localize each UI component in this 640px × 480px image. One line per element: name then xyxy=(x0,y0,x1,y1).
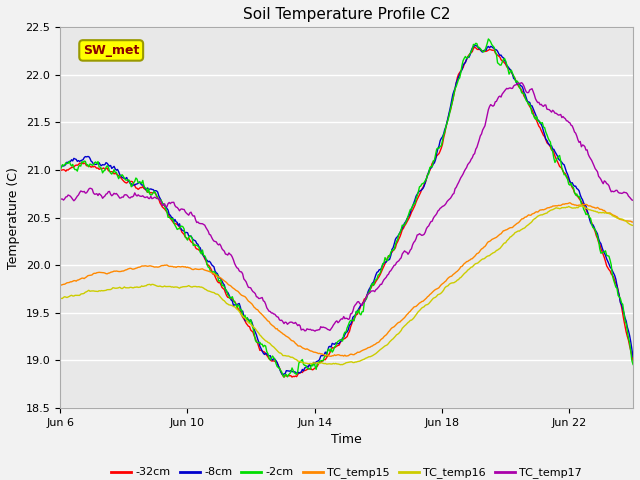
TC_temp16 xyxy=(332,360,339,366)
TC_temp15 xyxy=(566,200,573,205)
TC_temp16 xyxy=(367,353,375,359)
-32cm xyxy=(56,168,64,174)
-8cm xyxy=(279,372,287,378)
TC_temp16 xyxy=(629,223,637,228)
TC_temp16 xyxy=(527,220,534,226)
TC_temp16 xyxy=(328,361,336,367)
-2cm xyxy=(56,167,64,172)
Line: -2cm: -2cm xyxy=(60,39,633,377)
Y-axis label: Temperature (C): Temperature (C) xyxy=(7,167,20,269)
-2cm xyxy=(618,300,625,306)
-32cm xyxy=(333,343,340,349)
-32cm xyxy=(471,44,479,50)
-32cm xyxy=(330,345,337,351)
TC_temp16 xyxy=(618,216,625,222)
TC_temp16 xyxy=(337,362,344,368)
-8cm xyxy=(333,340,340,346)
-8cm xyxy=(330,341,337,347)
TC_temp16 xyxy=(577,203,585,209)
TC_temp17 xyxy=(311,328,319,334)
-8cm xyxy=(618,301,625,307)
Line: TC_temp15: TC_temp15 xyxy=(60,203,633,356)
-8cm xyxy=(528,103,536,109)
-2cm xyxy=(629,361,637,367)
TC_temp15 xyxy=(327,353,335,359)
TC_temp15 xyxy=(330,353,337,359)
TC_temp15 xyxy=(527,212,534,218)
TC_temp15 xyxy=(629,219,637,225)
-32cm xyxy=(367,285,375,290)
X-axis label: Time: Time xyxy=(332,433,362,446)
TC_temp17 xyxy=(518,80,525,85)
Line: -32cm: -32cm xyxy=(60,47,633,377)
TC_temp15 xyxy=(367,343,375,349)
TC_temp17 xyxy=(367,288,375,294)
-32cm xyxy=(629,358,637,364)
TC_temp16 xyxy=(56,296,64,301)
Legend: -32cm, -8cm, -2cm, TC_temp15, TC_temp16, TC_temp17: -32cm, -8cm, -2cm, TC_temp15, TC_temp16,… xyxy=(107,463,586,480)
TC_temp17 xyxy=(618,191,625,196)
-2cm xyxy=(330,348,337,353)
TC_temp15 xyxy=(618,217,625,223)
TC_temp17 xyxy=(629,197,637,203)
TC_temp15 xyxy=(399,317,406,323)
-8cm xyxy=(472,43,479,48)
-8cm xyxy=(399,225,406,231)
TC_temp16 xyxy=(399,325,406,331)
-2cm xyxy=(333,340,340,346)
TC_temp17 xyxy=(528,86,536,92)
Title: Soil Temperature Profile C2: Soil Temperature Profile C2 xyxy=(243,7,451,22)
-2cm xyxy=(484,36,492,42)
-32cm xyxy=(618,304,625,310)
TC_temp17 xyxy=(330,322,337,328)
-32cm xyxy=(280,374,288,380)
-8cm xyxy=(629,354,637,360)
-8cm xyxy=(367,282,375,288)
Text: SW_met: SW_met xyxy=(83,44,140,57)
TC_temp15 xyxy=(333,352,340,358)
TC_temp17 xyxy=(333,318,340,324)
Line: TC_temp17: TC_temp17 xyxy=(60,83,633,331)
TC_temp17 xyxy=(399,251,406,257)
-2cm xyxy=(399,222,406,228)
TC_temp15 xyxy=(56,282,64,288)
Line: -8cm: -8cm xyxy=(60,46,633,375)
-2cm xyxy=(367,283,375,288)
-2cm xyxy=(528,110,536,116)
-8cm xyxy=(56,164,64,170)
Line: TC_temp16: TC_temp16 xyxy=(60,206,633,365)
-2cm xyxy=(280,374,288,380)
-32cm xyxy=(399,227,406,233)
TC_temp17 xyxy=(56,196,64,202)
-32cm xyxy=(528,107,536,113)
